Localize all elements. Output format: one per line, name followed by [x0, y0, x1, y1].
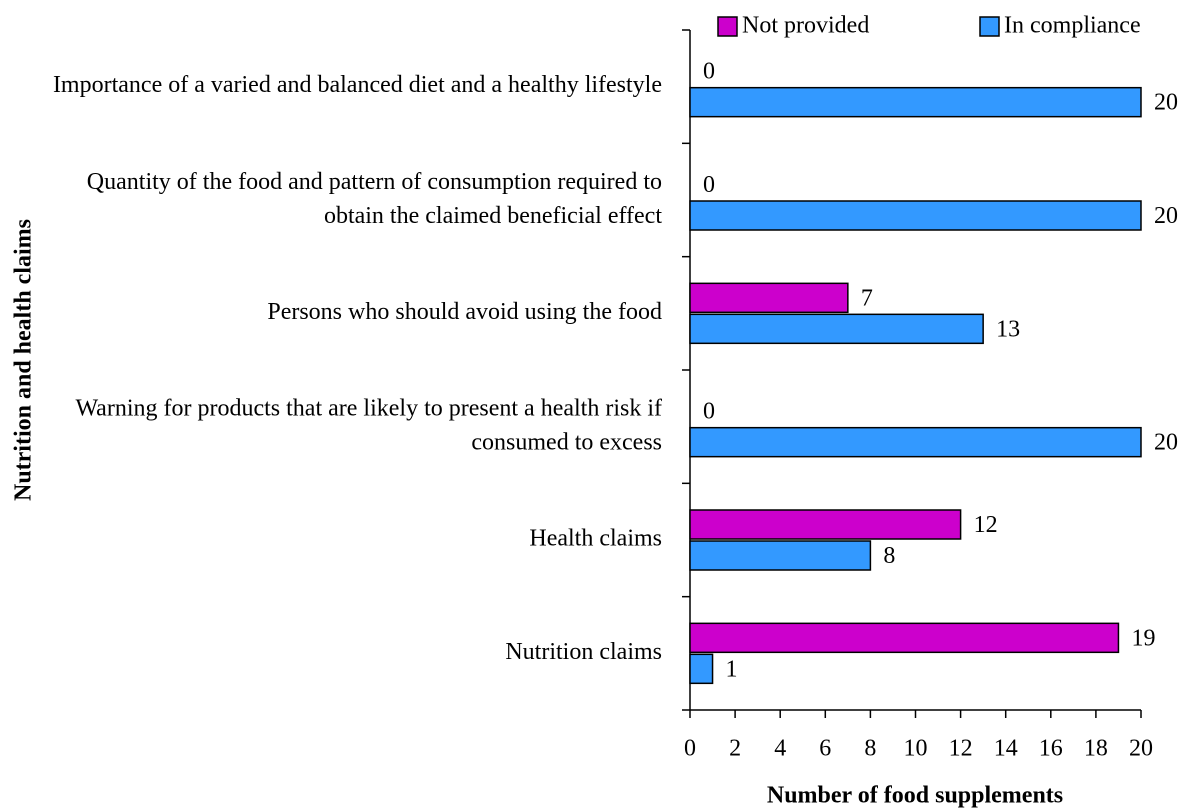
x-tick-label: 2 — [729, 736, 741, 762]
x-tick-label: 4 — [774, 736, 786, 762]
x-tick-label: 16 — [1039, 736, 1063, 762]
x-tick-label: 12 — [949, 736, 973, 762]
x-tick-label: 18 — [1084, 736, 1108, 762]
x-tick-label: 0 — [684, 736, 696, 762]
value-label: 0 — [703, 172, 715, 198]
bar — [689, 622, 1120, 654]
category-label: Health claims — [529, 526, 662, 552]
value-label: 20 — [1154, 90, 1178, 116]
legend-swatch — [979, 16, 1000, 37]
bar — [689, 282, 849, 314]
legend-label: In compliance — [1004, 13, 1141, 39]
value-label: 0 — [703, 59, 715, 85]
x-tick-label: 10 — [904, 736, 928, 762]
bar — [689, 86, 1142, 118]
category-label: Quantity of the food and pattern of cons… — [87, 169, 663, 229]
category-label: Nutrition claims — [505, 639, 662, 665]
value-label: 20 — [1154, 430, 1178, 456]
category-label: Importance of a varied and balanced diet… — [53, 72, 662, 98]
bar — [689, 313, 984, 345]
y-axis-label: Nutrition and health claims — [11, 219, 37, 501]
x-tick-label: 8 — [864, 736, 876, 762]
value-label: 20 — [1154, 203, 1178, 229]
bar — [689, 200, 1142, 231]
bar — [689, 653, 714, 685]
legend-label: Not provided — [742, 13, 869, 39]
value-label: 7 — [861, 285, 873, 311]
bar — [689, 426, 1142, 458]
value-label: 19 — [1131, 625, 1155, 651]
value-label: 12 — [974, 512, 998, 538]
x-tick-label: 14 — [994, 736, 1018, 762]
category-label: Persons who should avoid using the food — [267, 299, 662, 325]
value-label: 1 — [726, 656, 738, 682]
value-label: 0 — [703, 399, 715, 425]
category-label: Warning for products that are likely to … — [75, 395, 662, 455]
value-label: 8 — [883, 543, 895, 569]
bar — [689, 509, 962, 540]
x-axis-label: Number of food supplements — [767, 783, 1063, 809]
bar — [689, 540, 872, 571]
x-tick-label: 20 — [1129, 736, 1153, 762]
legend-swatch — [717, 16, 738, 37]
x-tick-label: 6 — [819, 736, 831, 762]
value-label: 13 — [996, 316, 1020, 342]
